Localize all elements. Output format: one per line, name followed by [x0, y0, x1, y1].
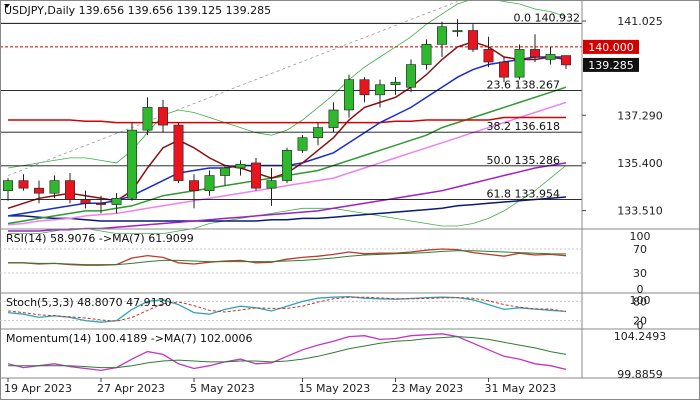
candle-body: [561, 55, 571, 66]
candle-body: [483, 49, 494, 63]
candle-body: [452, 30, 463, 33]
candle-body: [173, 124, 184, 181]
rsi-tick-label: 30: [633, 267, 647, 280]
resistance-price-label: 140.000: [588, 41, 634, 54]
price-tick-label: 133.510: [617, 205, 663, 218]
price-tick-label: 141.025: [617, 15, 663, 28]
candle-body: [204, 175, 215, 191]
date-label: 27 Apr 2023: [97, 382, 165, 395]
rsi-tick-label: 70: [633, 243, 647, 256]
candle-body: [421, 44, 432, 65]
candle-body: [65, 180, 75, 200]
candle-body: [282, 150, 292, 181]
fib-level-label: 61.8 133.954: [487, 187, 560, 200]
rsi-main-line: [8, 248, 567, 266]
candle-body: [80, 199, 91, 204]
date-label: 15 May 2023: [299, 382, 371, 395]
rsi-panel-title: RSI(14) 58.9076 ->MA(7) 61.9099: [6, 232, 194, 245]
ma-red-line: [8, 116, 566, 124]
stoch-main-line: [7, 295, 567, 323]
momentum-main-line: [7, 333, 567, 372]
candle-body: [251, 162, 261, 189]
stoch-tick-label: 80: [633, 295, 647, 308]
bollinger-lower-line: [8, 165, 567, 235]
current-price-box: [583, 57, 639, 72]
candle-body: [437, 26, 447, 45]
date-label: 23 May 2023: [392, 382, 464, 395]
stoch-signal-line: [7, 296, 567, 322]
rsi-tick-label: 100: [630, 230, 651, 243]
momentum-tick-label: 99.8859: [617, 368, 663, 381]
fib-level-label: 38.2 136.618: [487, 120, 560, 133]
momentum-tick-label: 104.2493: [614, 330, 667, 343]
candle-body: [96, 202, 106, 205]
candle-body: [499, 61, 509, 78]
candle-body: [375, 84, 385, 96]
rsi-tick-label: 0: [637, 283, 644, 296]
fib-level-label: 50.0 135.286: [487, 154, 560, 167]
ma-navy-line: [8, 196, 567, 222]
candle-body: [545, 54, 556, 60]
date-label: 31 May 2023: [485, 382, 557, 395]
candle-body: [313, 127, 323, 139]
stoch-tick-label: 100: [630, 294, 651, 307]
candle-body: [406, 64, 416, 88]
candle-body: [220, 167, 230, 176]
ma-blue-line: [7, 56, 566, 217]
candle-body: [390, 81, 401, 86]
candle-body: [468, 30, 478, 50]
candle-body: [530, 49, 540, 58]
rsi-signal-line: [8, 250, 567, 266]
candle-body: [189, 180, 199, 191]
fib-level-label: 0.0 140.932: [514, 11, 580, 24]
candle-body: [3, 180, 13, 191]
candle-body: [359, 79, 370, 96]
candle-body: [18, 180, 29, 189]
current-price-label: 139.285: [588, 59, 634, 72]
candle-body: [328, 109, 339, 128]
stoch-panel-title: Stoch(5,3,3) 48.8070 47.9130: [6, 296, 172, 309]
date-label: 5 May 2023: [190, 382, 255, 395]
candle-body: [266, 180, 277, 189]
candle-body: [158, 107, 168, 126]
candle-body: [344, 79, 354, 111]
price-tick-label: 135.400: [617, 157, 663, 170]
trend-line: [7, 1, 458, 176]
candle-body: [49, 180, 60, 194]
header-arrow-icon: [4, 4, 10, 8]
candle-body: [127, 129, 137, 199]
stoch-tick-label: 0: [637, 319, 644, 332]
momentum-panel-title: Momentum(14) 100.4189 ->MA(7) 102.0006: [6, 332, 253, 345]
ma-pink-line: [7, 101, 567, 226]
candle-body: [235, 163, 246, 169]
date-label: 19 Apr 2023: [4, 382, 72, 395]
candle-body: [111, 197, 122, 205]
candle-body: [514, 49, 525, 78]
candle-body: [34, 187, 44, 194]
resistance-price-box: [583, 39, 639, 54]
candle-body: [142, 107, 153, 131]
price-tick-label: 137.290: [617, 109, 663, 122]
fib-level-label: 23.6 138.267: [487, 79, 560, 92]
chart-header-symbol: USDJPY,Daily 139.656 139.656 139.125 139…: [4, 4, 271, 17]
bollinger-upper-line: [7, 0, 567, 169]
momentum-signal-line: [8, 336, 567, 369]
stoch-tick-label: 20: [633, 315, 647, 328]
candle-body: [297, 137, 308, 151]
